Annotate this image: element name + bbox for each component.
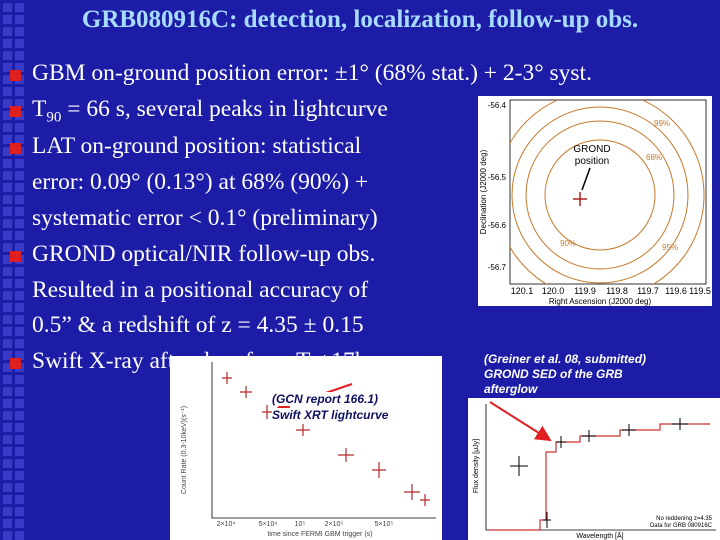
axes xyxy=(211,362,436,519)
bullet-text: T90 = 66 s, several peaks in lightcurve xyxy=(32,96,388,127)
x-tick-label: 5×10⁵ xyxy=(375,521,394,528)
x-axis-label: Wavelength [Å] xyxy=(576,531,623,540)
x-tick-label: 119.8 xyxy=(606,286,628,296)
x-axis-label: Right Ascension (J2000 deg) xyxy=(549,297,652,306)
y-tick-label: -56.7 xyxy=(488,263,507,272)
bullet-text: Resulted in a positional accuracy of xyxy=(32,277,369,303)
contour-label: 68% xyxy=(646,153,662,162)
bullet-text: error: 0.09° (0.13°) at 68% (90%) + xyxy=(32,169,369,195)
contour-label: 99% xyxy=(654,119,670,128)
bullet-marker xyxy=(10,106,21,117)
sed-plot xyxy=(468,398,720,540)
x-tick-label: 10⁵ xyxy=(295,521,306,528)
sed-points xyxy=(510,418,688,528)
contours xyxy=(510,100,705,284)
bullet-text: systematic error < 0.1° (preliminary) xyxy=(32,205,378,231)
lightcurve-points xyxy=(222,372,430,506)
contour-label: 90% xyxy=(560,239,576,248)
x-tick-label: 119.5 xyxy=(689,286,711,296)
annotation: GROND xyxy=(573,144,610,155)
arrow xyxy=(489,401,552,442)
sed-model xyxy=(490,423,710,531)
x-tick-label: 120.0 xyxy=(542,286,565,296)
xrt-plot xyxy=(170,356,442,540)
x-tick-label: 119.6 xyxy=(665,286,687,296)
arrow xyxy=(581,167,591,191)
decoration-strip xyxy=(0,0,24,540)
grond-position xyxy=(573,192,587,206)
slide-title: GRB080916C: detection, localization, fol… xyxy=(81,6,639,33)
x-tick-label: 5×10⁴ xyxy=(259,521,278,528)
y-tick-label: -56.4 xyxy=(488,101,507,110)
legend-entry: Data for GRB 080916C xyxy=(650,523,713,529)
annotation: (GCN report 166.1) xyxy=(272,392,379,406)
bullet-marker xyxy=(10,251,21,262)
x-ticks: 120.1 120.0 119.9 119.8 119.7 119.6 119.… xyxy=(511,286,711,296)
annotation: (Greiner et al. 08, submitted) xyxy=(484,352,647,366)
x-tick-label: 120.1 xyxy=(511,286,534,296)
plot-frame xyxy=(509,99,707,285)
y-tick-label: -56.5 xyxy=(488,173,507,182)
y-axis-label: Count Rate (0.3-10keV)(s⁻¹) xyxy=(181,406,188,494)
annotation: Swift XRT lightcurve xyxy=(272,408,389,422)
bullet-text: GROND optical/NIR follow-up obs. xyxy=(32,241,376,267)
x-tick-label: 2×10⁵ xyxy=(325,521,344,528)
bullet-text: GBM on-ground position error: ±1° (68% s… xyxy=(32,60,592,86)
annotation: position xyxy=(575,156,609,167)
contour-label: 95% xyxy=(662,243,678,252)
bullet-text: LAT on-ground position: statistical xyxy=(32,133,362,159)
x-tick-label: 119.9 xyxy=(574,286,596,296)
y-axis-label: Declination (J2000 deg) xyxy=(479,149,488,234)
bullet-marker xyxy=(10,70,21,81)
subscript: 90 xyxy=(46,109,62,126)
axes xyxy=(485,404,716,531)
annotation: GROND SED of the GRB xyxy=(484,367,623,381)
y-tick-label: -56.6 xyxy=(488,221,507,230)
bullet-text: 0.5” & a redshift of z = 4.35 ± 0.15 xyxy=(32,312,364,338)
x-tick-label: 119.7 xyxy=(637,286,659,296)
text: T xyxy=(32,96,47,122)
localization-plot xyxy=(478,96,712,306)
x-ticks: 2×10⁴ 5×10⁴ 10⁵ 2×10⁵ 5×10⁵ xyxy=(217,521,394,528)
bullet-marker xyxy=(10,143,21,154)
bullet-marker xyxy=(10,358,21,369)
y-axis-label: Flux density [μJy] xyxy=(473,439,480,493)
legend-entry: No reddening z=4.35 xyxy=(656,516,713,522)
x-tick-label: 2×10⁴ xyxy=(217,521,236,528)
text: = 66 s, several peaks in lightcurve xyxy=(61,96,388,122)
annotation: afterglow xyxy=(484,382,538,396)
x-axis-label: time since FERMI GBM trigger (s) xyxy=(267,531,372,538)
